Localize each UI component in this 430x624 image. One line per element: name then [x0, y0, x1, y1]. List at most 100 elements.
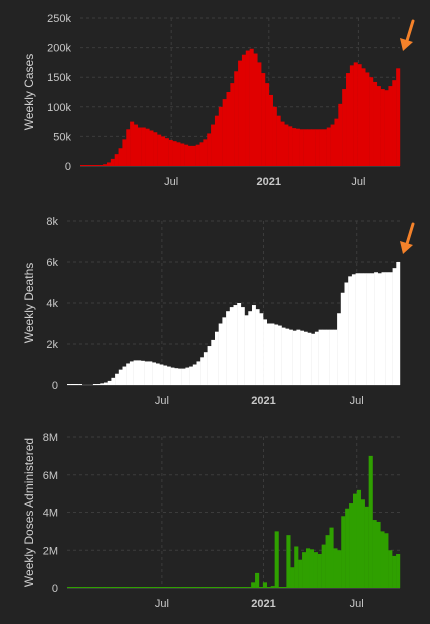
bar — [137, 587, 142, 588]
bar — [249, 48, 254, 166]
bar — [211, 339, 216, 385]
bar — [373, 81, 378, 166]
bar — [284, 124, 289, 166]
chart-panel-2: 0 2M 4M 6M 8M Jul 2021 Jul Weekly Doses Administ… — [22, 432, 401, 610]
bar — [276, 115, 281, 166]
bar — [245, 50, 250, 167]
bar — [223, 587, 228, 588]
bar — [338, 103, 343, 166]
bar — [272, 106, 277, 166]
bar — [218, 106, 223, 166]
bar — [268, 94, 273, 166]
bar — [355, 273, 360, 385]
bar — [270, 586, 275, 588]
bar — [91, 165, 96, 166]
bar — [274, 531, 279, 589]
bar — [345, 508, 350, 588]
bar — [337, 550, 342, 588]
bar — [114, 154, 119, 166]
bar — [322, 329, 327, 385]
bar — [192, 587, 197, 588]
bar — [392, 555, 397, 588]
bar — [344, 282, 349, 385]
bar — [161, 587, 166, 588]
bar — [241, 54, 246, 167]
bar — [325, 535, 330, 588]
bar — [168, 587, 173, 588]
bar — [351, 274, 356, 385]
bar — [280, 121, 285, 166]
bar — [295, 128, 300, 166]
bar — [334, 118, 339, 166]
bar — [70, 587, 76, 588]
bar — [137, 360, 142, 385]
bar — [215, 587, 220, 588]
bar — [292, 128, 297, 166]
y-tick-label: 250k — [47, 13, 71, 25]
bar — [251, 582, 256, 588]
bar — [166, 366, 171, 385]
bar — [384, 533, 389, 588]
bar — [130, 121, 135, 166]
x-tick-label: Jul — [351, 176, 365, 188]
bar — [172, 141, 177, 166]
bar — [342, 89, 347, 166]
bar — [181, 368, 186, 385]
bar — [243, 587, 248, 588]
bar — [126, 129, 131, 166]
bar — [282, 587, 287, 588]
bar — [174, 368, 179, 385]
y-axis-label: Weekly Cases — [22, 54, 36, 130]
bar — [274, 324, 279, 385]
bar — [67, 587, 72, 588]
x-tick-label: 2021 — [251, 395, 275, 407]
bar — [357, 64, 362, 166]
bar — [200, 587, 205, 588]
bar — [240, 307, 245, 385]
bar — [229, 307, 234, 385]
bar — [187, 145, 193, 166]
bar — [305, 548, 311, 588]
bar — [102, 587, 107, 588]
bar — [104, 382, 108, 385]
arrow-head — [400, 38, 413, 51]
bar — [263, 319, 267, 385]
bar — [188, 587, 193, 588]
bar — [333, 329, 338, 385]
bar — [376, 521, 381, 588]
bar — [319, 129, 324, 166]
bar — [94, 587, 99, 588]
bar — [346, 73, 351, 166]
bar — [309, 549, 315, 588]
bar — [255, 309, 260, 385]
y-axis-label: Weekly Doses Administered — [22, 438, 36, 587]
bar — [121, 587, 126, 588]
bar — [214, 115, 219, 166]
bar — [299, 129, 304, 166]
bar — [141, 360, 145, 385]
bar — [349, 503, 354, 588]
bar — [281, 327, 286, 385]
bar — [361, 68, 366, 166]
bar — [117, 587, 123, 588]
bar — [195, 144, 200, 166]
y-tick-label: 50k — [53, 131, 71, 143]
y-tick-label: 0 — [52, 583, 58, 595]
bar — [199, 142, 204, 166]
bar — [340, 292, 345, 385]
bar — [239, 587, 244, 588]
bar — [366, 273, 371, 385]
bar — [74, 384, 79, 385]
arrow-annotation — [404, 222, 415, 249]
bar — [180, 587, 185, 588]
bar — [180, 143, 185, 166]
bar — [289, 329, 293, 385]
y-tick-label: 8M — [43, 432, 58, 444]
bar — [257, 62, 262, 166]
bar — [82, 587, 87, 588]
bar — [149, 587, 154, 588]
bar — [172, 587, 177, 588]
bar — [311, 129, 316, 166]
bar — [372, 520, 377, 588]
bar — [322, 129, 327, 166]
